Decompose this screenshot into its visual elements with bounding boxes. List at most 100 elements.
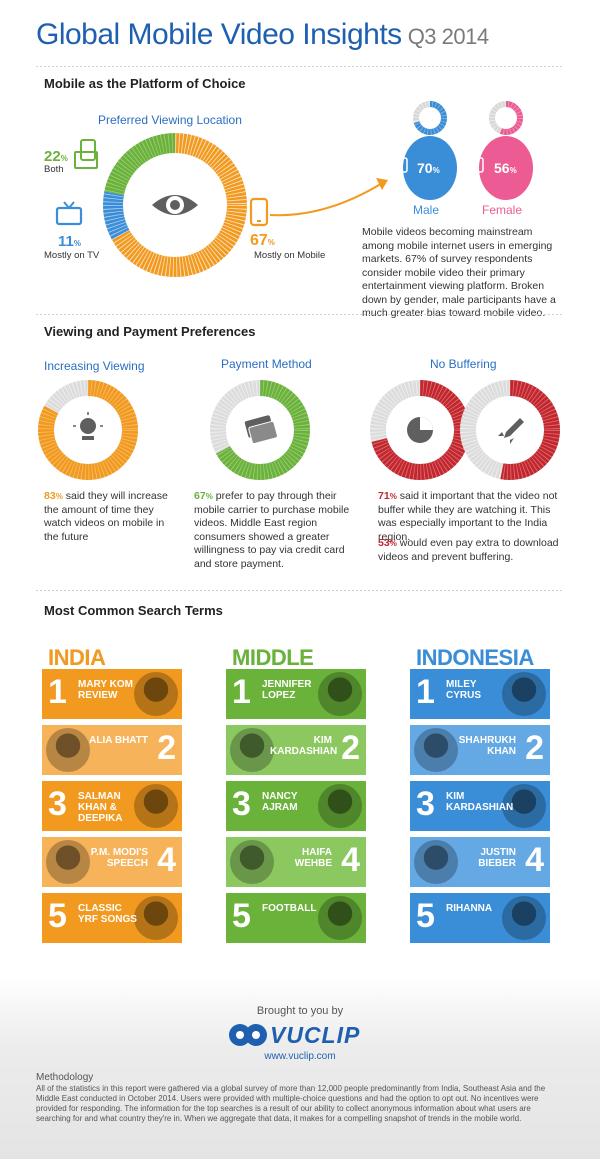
payment-donut [210, 380, 310, 480]
buffering-percent-2: 53% [378, 537, 397, 549]
viewing-location-donut [103, 133, 247, 277]
person-image [414, 728, 458, 772]
female-percent: 56% [494, 160, 517, 176]
rank-number: 1 [48, 673, 67, 711]
eye-icon [152, 195, 198, 215]
search-term-label: RIHANNA [446, 903, 493, 914]
credit-card-icon [244, 415, 278, 445]
search-column-indonesia: INDONESIA 1 MILEY CYRUS 2 SHAHRUKH KHAN 3 KIM … [410, 645, 550, 950]
rocket-icon [498, 418, 524, 444]
search-term-tile: 5 FOOTBALL [226, 893, 366, 943]
payment-percent: 67% [194, 490, 213, 502]
person-image [230, 840, 274, 884]
donut-segment-both [103, 133, 247, 277]
lamp-icon [73, 412, 103, 440]
rank-number: 2 [341, 729, 360, 767]
search-term-label: CLASSIC YRF SONGS [78, 903, 137, 925]
search-term-label: MARY KOM REVIEW [78, 679, 133, 701]
viewing-segment [38, 380, 138, 480]
search-term-tile: 3 KIM KARDASHIAN [410, 781, 550, 831]
rank-number: 1 [232, 673, 251, 711]
search-column-india: INDIA 1 MARY KOM REVIEW 2 ALIA BHATT 3 SALMAN … [42, 645, 182, 950]
male-percent: 70% [417, 160, 440, 176]
pie-clock-icon [407, 417, 433, 443]
search-term-tile: 1 MARY KOM REVIEW [42, 669, 182, 719]
person-image [230, 728, 274, 772]
tv-percent: 11% [58, 233, 81, 250]
person-image [502, 672, 546, 716]
mobile-phone-icon [249, 197, 269, 227]
buffering-donut-2 [460, 380, 560, 480]
buffering-text-1: 71% said it important that the video not… [378, 490, 558, 543]
viewing-text: 83% said they will increase the amount o… [44, 490, 168, 543]
vuclip-brand: VUCLIP [270, 1022, 361, 1048]
rank-number: 4 [341, 841, 360, 879]
search-term-label: NANCY AJRAM [262, 791, 298, 813]
person-image [318, 896, 362, 940]
search-term-label: KIM KARDASHIAN [446, 791, 514, 813]
methodology-title: Methodology [36, 1072, 94, 1083]
search-term-tile: 2 ALIA BHATT [42, 725, 182, 775]
female-ring [489, 101, 523, 135]
search-term-label: P.M. MODI'S SPEECH [90, 847, 148, 869]
search-term-label: KIM KARDASHIAN [270, 735, 338, 757]
viewing-percent: 83% [44, 490, 63, 502]
platform-description: Mobile videos becoming mainstream among … [362, 226, 556, 319]
gender-graphic [397, 101, 533, 200]
search-term-label: HAIFA WEHBE [294, 847, 332, 869]
search-term-tile: 2 KIM KARDASHIAN [226, 725, 366, 775]
search-term-label: SHAHRUKH KHAN [458, 735, 516, 757]
divider [36, 314, 564, 315]
viewing-title: Increasing Viewing [44, 359, 145, 373]
arrow-graphic [269, 178, 388, 217]
person-image [134, 896, 178, 940]
tv-icon [55, 201, 83, 226]
rank-number: 2 [157, 729, 176, 767]
search-term-label: ALIA BHATT [89, 735, 148, 746]
person-image [46, 840, 90, 884]
title-quarter: Q3 2014 [407, 24, 489, 49]
person-image [502, 784, 546, 828]
search-term-label: MILEY CYRUS [446, 679, 482, 701]
chart-title-viewing-location: Preferred Viewing Location [98, 113, 242, 127]
rank-number: 4 [157, 841, 176, 879]
search-term-tile: 3 NANCY AJRAM [226, 781, 366, 831]
search-term-label: FOOTBALL [262, 903, 317, 914]
brought-by: Brought to you by [256, 1005, 344, 1017]
person-image [134, 672, 178, 716]
search-term-tile: 5 CLASSIC YRF SONGS [42, 893, 182, 943]
vuclip-logo-icon [229, 1024, 267, 1046]
tv-label: Mostly on TV [44, 250, 100, 261]
buffering-segment-2 [460, 380, 560, 480]
person-image [134, 784, 178, 828]
search-term-tile: 4 HAIFA WEHBE [226, 837, 366, 887]
buffering-title: No Buffering [430, 357, 497, 371]
rank-number: 5 [48, 897, 67, 935]
both-label: Both [44, 164, 64, 175]
search-term-label: JENNIFER LOPEZ [262, 679, 312, 701]
rank-number: 2 [525, 729, 544, 767]
vuclip-logo[interactable]: VUCLIP [228, 1022, 378, 1048]
person-image [414, 840, 458, 884]
buffering-donut-1 [370, 380, 470, 480]
payment-segment [210, 380, 310, 480]
vuclip-url[interactable]: www.vuclip.com [264, 1051, 336, 1062]
rank-number: 4 [525, 841, 544, 879]
search-term-tile: 4 JUSTIN BIEBER [410, 837, 550, 887]
mobile-label: Mostly on Mobile [254, 250, 326, 261]
search-term-label: SALMAN KHAN & DEEPIKA [78, 791, 123, 824]
rank-number: 1 [416, 673, 435, 711]
female-label: Female [482, 203, 523, 217]
search-term-tile: 3 SALMAN KHAN & DEEPIKA [42, 781, 182, 831]
title-text: Global Mobile Video Insights [36, 18, 402, 51]
buffering-percent-1: 71% [378, 490, 397, 502]
rank-number: 5 [416, 897, 435, 935]
tv-phone-icon [74, 139, 98, 169]
divider [36, 66, 564, 67]
male-label: Male [413, 203, 440, 217]
search-term-tile: 1 MILEY CYRUS [410, 669, 550, 719]
person-image [46, 728, 90, 772]
section-title-preferences: Viewing and Payment Preferences [44, 324, 256, 339]
page-title: Global Mobile Video Insights Q3 2014 [36, 18, 489, 52]
